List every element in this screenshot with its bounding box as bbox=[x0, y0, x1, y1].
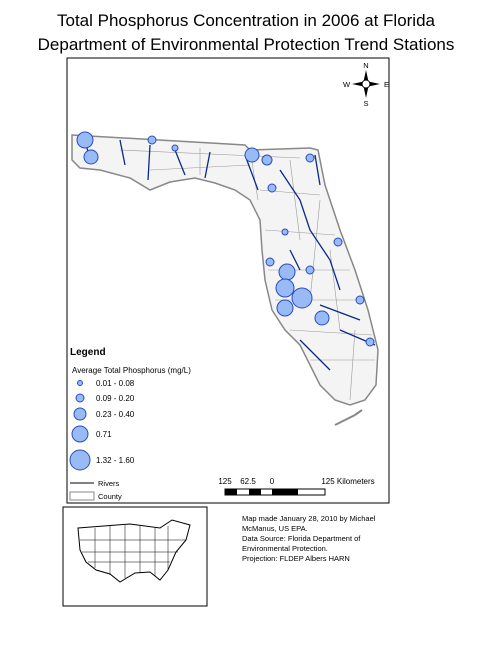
station bbox=[147, 135, 157, 145]
station bbox=[281, 228, 289, 236]
legend-class: 0.71 bbox=[96, 430, 112, 439]
station bbox=[333, 237, 343, 247]
station bbox=[305, 265, 315, 275]
scale-seg bbox=[225, 489, 237, 495]
legend-symbol bbox=[73, 407, 87, 421]
note-line: McManus, US EPA. bbox=[242, 524, 308, 533]
legend-subtitle: Average Total Phosphorus (mg/L) bbox=[72, 366, 191, 375]
note-line: Map made January 28, 2010 by Michael bbox=[242, 514, 376, 523]
title-line: Department of Environmental Protection T… bbox=[38, 35, 455, 54]
compass-center bbox=[361, 79, 371, 89]
station bbox=[261, 154, 273, 166]
station bbox=[275, 278, 295, 298]
compass-label: E bbox=[384, 80, 389, 89]
map-frame bbox=[66, 57, 390, 504]
compass-label: S bbox=[363, 99, 368, 108]
scale-bar: 125 62.5 0 125 Kilometers bbox=[218, 477, 375, 496]
scale-seg bbox=[249, 489, 261, 495]
station bbox=[365, 337, 375, 347]
station bbox=[267, 183, 277, 193]
station bbox=[314, 310, 330, 326]
notes: Map made January 28, 2010 by Michael McM… bbox=[242, 514, 376, 563]
legend-symbol bbox=[77, 380, 83, 386]
station bbox=[291, 287, 313, 309]
legend-rivers: Rivers bbox=[98, 479, 120, 488]
florida bbox=[71, 131, 379, 426]
station bbox=[355, 295, 365, 305]
compass-label: N bbox=[363, 61, 368, 70]
scale-label: 62.5 bbox=[240, 477, 256, 486]
station bbox=[276, 299, 294, 317]
legend-class: 0.09 - 0.20 bbox=[96, 394, 135, 403]
legend-county: County bbox=[98, 492, 122, 501]
station bbox=[83, 149, 99, 165]
legend-title: Legend bbox=[70, 347, 106, 358]
scale-label: 125 Kilometers bbox=[321, 477, 374, 486]
us-outline bbox=[77, 519, 191, 583]
rivers bbox=[84, 139, 376, 371]
legend-class: 0.01 - 0.08 bbox=[96, 379, 135, 388]
scale-seg bbox=[272, 489, 298, 495]
legend-symbol bbox=[75, 393, 85, 403]
compass-label: W bbox=[343, 80, 351, 89]
legend: Legend Average Total Phosphorus (mg/L) 0… bbox=[69, 347, 191, 501]
station bbox=[305, 153, 315, 163]
legend-class: 1.32 - 1.60 bbox=[96, 456, 135, 465]
note-line: Data Source: Florida Department of bbox=[242, 534, 361, 543]
note-line: Projection: FLDEP Albers HARN bbox=[242, 554, 350, 563]
scale-label: 0 bbox=[270, 477, 275, 486]
station bbox=[265, 257, 275, 267]
station bbox=[244, 147, 260, 163]
keys bbox=[334, 409, 363, 426]
note-line: Environmental Protection. bbox=[242, 544, 328, 553]
scale-label: 125 bbox=[218, 477, 232, 486]
legend-symbol bbox=[71, 425, 89, 443]
station bbox=[76, 131, 94, 149]
legend-class: 0.23 - 0.40 bbox=[96, 410, 135, 419]
station bbox=[171, 144, 179, 152]
station bbox=[278, 263, 296, 281]
inset bbox=[62, 506, 208, 607]
title-line: Total Phosphorus Concentration in 2006 a… bbox=[57, 11, 436, 30]
legend-symbol bbox=[69, 449, 91, 471]
legend-county-box bbox=[69, 491, 95, 501]
us-states bbox=[80, 525, 186, 578]
compass: N S E W bbox=[343, 61, 389, 108]
